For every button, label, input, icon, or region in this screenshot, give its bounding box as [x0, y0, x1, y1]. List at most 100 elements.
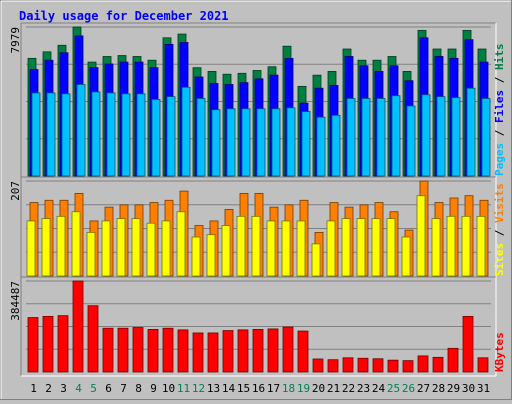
bar-kbytes-day-9	[147, 328, 159, 373]
x-tick-label-day-26: 26	[402, 382, 415, 395]
panel-max-label: 7979	[9, 27, 22, 54]
bar-pages-day-4	[76, 84, 86, 177]
bar-kbytes-day-8	[132, 327, 144, 373]
bar-pages-day-19	[301, 111, 311, 177]
x-tick-label-day-31: 31	[477, 382, 490, 395]
x-tick-label-day-6: 6	[105, 382, 112, 395]
x-tick-label-day-13: 13	[207, 382, 220, 395]
bar-pages-day-17	[271, 108, 281, 177]
bar-sites-day-20	[311, 243, 321, 277]
bar-pages-day-22	[346, 98, 356, 177]
x-tick-label-day-18: 18	[282, 382, 295, 395]
bar-pages-day-1	[31, 92, 41, 177]
bar-pages-day-7	[121, 93, 131, 177]
bar-pages-day-25	[391, 95, 401, 177]
x-tick-label-day-24: 24	[372, 382, 386, 395]
x-tick-label-day-29: 29	[447, 382, 460, 395]
bar-sites-day-30	[461, 215, 471, 277]
bar-pages-day-5	[91, 91, 101, 177]
bar-kbytes-day-14	[222, 330, 234, 373]
panel-legend: KBytes	[493, 332, 506, 372]
chart-panels: 7979 Pages / Files / Hits 207 Sites / Visit…	[9, 22, 506, 377]
bar-sites-day-8	[131, 218, 141, 277]
legend-visits: Visits	[493, 183, 506, 223]
bar-kbytes-day-23	[357, 357, 369, 373]
bar-sites-day-23	[356, 218, 366, 277]
bar-sites-day-11	[176, 211, 186, 277]
x-tick-label-day-15: 15	[237, 382, 250, 395]
bar-sites-day-9	[146, 222, 156, 277]
bar-sites-day-6	[101, 220, 111, 277]
x-tick-label-day-5: 5	[90, 382, 97, 395]
bar-kbytes-day-27	[417, 355, 429, 373]
bar-pages-day-12	[196, 98, 206, 177]
x-tick-label-day-10: 10	[162, 382, 175, 395]
x-tick-label-day-1: 1	[30, 382, 37, 395]
bar-kbytes-day-29	[447, 347, 459, 373]
legend-kbytes: KBytes	[493, 332, 506, 372]
bar-pages-day-8	[136, 93, 146, 177]
bar-sites-day-16	[251, 215, 261, 277]
bar-pages-day-28	[436, 96, 446, 177]
bar-kbytes-day-25	[387, 359, 399, 373]
x-tick-label-day-16: 16	[252, 382, 265, 395]
bar-kbytes-day-1	[27, 317, 39, 373]
panel-hits-files-pages: 7979 Pages / Files / Hits	[9, 22, 506, 181]
bar-pages-day-30	[466, 87, 476, 177]
x-tick-label-day-12: 12	[192, 382, 205, 395]
bar-sites-day-12	[191, 236, 201, 277]
bar-kbytes-day-28	[432, 356, 444, 373]
bar-sites-day-25	[386, 218, 396, 277]
bar-kbytes-day-6	[102, 327, 114, 373]
bar-pages-day-11	[181, 86, 191, 177]
bar-pages-day-29	[451, 97, 461, 177]
bar-sites-day-24	[371, 218, 381, 277]
legend-sites: Sites	[493, 243, 506, 276]
x-tick-label-day-8: 8	[135, 382, 142, 395]
x-tick-label-day-23: 23	[357, 382, 370, 395]
bar-sites-day-28	[431, 218, 441, 277]
bar-sites-day-22	[341, 218, 351, 277]
bar-sites-day-3	[56, 215, 66, 277]
bar-kbytes-day-7	[117, 327, 129, 373]
bar-pages-day-3	[61, 93, 71, 177]
bar-sites-day-17	[266, 220, 276, 277]
bar-pages-day-31	[481, 98, 491, 177]
panel-legend: Sites / Visits	[493, 183, 506, 276]
x-tick-label-day-17: 17	[267, 382, 280, 395]
bar-sites-day-2	[41, 218, 51, 277]
bar-pages-day-20	[316, 116, 326, 177]
x-tick-label-day-14: 14	[222, 382, 236, 395]
bar-sites-day-26	[401, 236, 411, 277]
bar-kbytes-day-16	[252, 328, 264, 373]
x-tick-label-day-3: 3	[60, 382, 67, 395]
bar-pages-day-24	[376, 98, 386, 177]
legend-files: Files	[493, 90, 506, 123]
bar-pages-day-14	[226, 108, 236, 177]
chart-title: Daily usage for December 2021	[19, 9, 229, 23]
bar-kbytes-day-12	[192, 332, 204, 373]
bar-pages-day-18	[286, 107, 296, 177]
x-tick-label-day-22: 22	[342, 382, 355, 395]
bar-sites-day-31	[476, 215, 486, 277]
bar-sites-day-13	[206, 234, 216, 277]
panel-legend: Pages / Files / Hits	[493, 44, 506, 177]
legend-pages: Pages	[493, 143, 506, 176]
x-tick-label-day-25: 25	[387, 382, 400, 395]
panel-max-label: 207	[9, 181, 22, 201]
bar-kbytes-day-19	[297, 330, 309, 373]
bar-pages-day-13	[211, 109, 221, 177]
bar-pages-day-23	[361, 98, 371, 177]
x-tick-label-day-19: 19	[297, 382, 310, 395]
bar-pages-day-21	[331, 114, 341, 177]
bar-kbytes-day-30	[462, 315, 474, 373]
x-tick-label-day-30: 30	[462, 382, 475, 395]
bar-kbytes-day-24	[372, 358, 384, 373]
bar-kbytes-day-2	[42, 315, 54, 373]
bar-sites-day-27	[416, 195, 426, 277]
legend-hits: Hits	[493, 44, 506, 71]
bar-sites-day-19	[296, 220, 306, 277]
bar-sites-day-29	[446, 215, 456, 277]
legend-separator: /	[493, 123, 506, 143]
